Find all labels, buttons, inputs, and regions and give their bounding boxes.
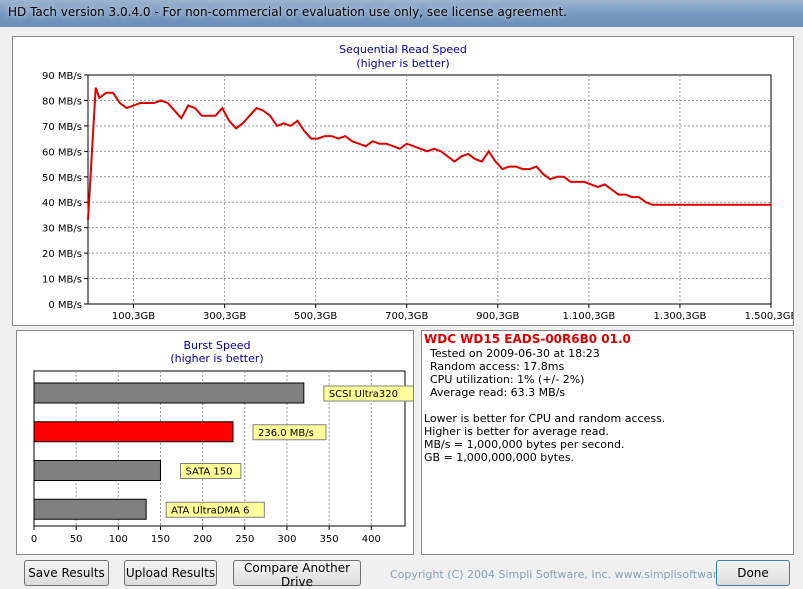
burst-bar-label: 236.0 MB/s — [258, 428, 314, 439]
tested-on: Tested on 2009-06-30 at 18:23 — [430, 347, 600, 360]
drive-info-panel: WDC WD15 EADS-00R6B0 01.0 Tested on 2009… — [421, 330, 794, 555]
sequential-read-panel: Sequential Read Speed (higher is better)… — [12, 36, 794, 326]
burst-bar-label-box — [323, 385, 413, 402]
seq-x-tick-label: 1.300,3GB — [654, 311, 707, 322]
seq-y-tick-label: 40 MB/s — [42, 198, 82, 209]
seq-x-tick-label: 700,3GB — [385, 311, 428, 322]
title-bar[interactable]: HD Tach version 3.0.4.0 - For non-commer… — [0, 0, 803, 27]
seq-y-tick-label: 20 MB/s — [42, 249, 82, 260]
copyright-text: Copyright (C) 2004 Simpli Software, Inc.… — [390, 568, 751, 581]
burst-x-tick-label: 350 — [320, 534, 339, 545]
done-button[interactable]: Done — [716, 560, 790, 586]
drive-name: WDC WD15 EADS-00R6B0 01.0 — [424, 332, 631, 346]
burst-chart-title: Burst Speed — [183, 339, 250, 352]
seq-x-tick-label: 900,3GB — [476, 311, 519, 322]
burst-bar — [33, 382, 305, 404]
seq-x-tick-label: 1.500,3GB — [745, 311, 793, 322]
burst-chart-subtitle: (higher is better) — [170, 352, 263, 365]
burst-bar — [33, 460, 161, 481]
note-lower-better: Lower is better for CPU and random acces… — [424, 412, 666, 425]
burst-x-tick-label: 300 — [277, 534, 296, 545]
seq-x-tick-label: 100,3GB — [112, 311, 155, 322]
seq-y-tick-label: 10 MB/s — [42, 275, 82, 286]
window-title: HD Tach version 3.0.4.0 - For non-commer… — [8, 5, 567, 19]
seq-y-tick-label: 50 MB/s — [42, 173, 82, 184]
burst-x-tick-label: 150 — [151, 534, 170, 545]
cpu-utilization: CPU utilization: 1% (+/- 2%) — [430, 373, 585, 386]
burst-x-tick-label: 250 — [235, 534, 254, 545]
burst-speed-chart: Burst Speed (higher is better) SCSI Ultr… — [31, 339, 413, 545]
burst-x-tick-label: 50 — [70, 534, 83, 545]
burst-x-tick-label: 200 — [193, 534, 212, 545]
seq-y-tick-label: 30 MB/s — [42, 224, 82, 235]
note-mbps-definition: MB/s = 1,000,000 bytes per second. — [424, 438, 625, 451]
burst-bar — [33, 498, 147, 520]
seq-y-tick-label: 70 MB/s — [42, 122, 82, 133]
random-access: Random access: 17.8ms — [430, 360, 565, 373]
upload-results-button[interactable]: Upload Results — [124, 560, 217, 586]
burst-x-tick-label: 100 — [109, 534, 128, 545]
seq-plot-area — [87, 74, 772, 305]
burst-bar-label-box — [252, 424, 327, 441]
seq-y-tick-label: 0 MB/s — [48, 300, 82, 311]
average-read: Average read: 63.3 MB/s — [430, 386, 566, 399]
burst-bar-label: SATA 150 — [185, 467, 232, 478]
burst-bar-label-box — [179, 463, 242, 479]
note-higher-better: Higher is better for average read. — [424, 425, 609, 438]
compare-another-drive-button[interactable]: Compare Another Drive — [233, 560, 361, 589]
seq-x-tick-label: 500,3GB — [294, 311, 337, 322]
burst-bar-label: ATA UltraDMA 6 — [171, 505, 249, 516]
sequential-read-chart: Sequential Read Speed (higher is better)… — [42, 43, 793, 322]
burst-x-tick-label: 400 — [362, 534, 381, 545]
seq-y-tick-label: 60 MB/s — [42, 147, 82, 158]
seq-chart-subtitle: (higher is better) — [356, 57, 449, 70]
seq-x-tick-label: 1.100,3GB — [562, 311, 615, 322]
burst-x-tick-label: 0 — [31, 534, 37, 545]
seq-y-tick-label: 90 MB/s — [42, 71, 82, 82]
burst-bar — [33, 421, 234, 443]
burst-bar-label: SCSI Ultra320 — [329, 389, 398, 400]
burst-bar-label-box — [165, 501, 265, 518]
seq-y-tick-label: 80 MB/s — [42, 96, 82, 107]
save-results-button[interactable]: Save Results — [24, 560, 109, 586]
seq-chart-title: Sequential Read Speed — [339, 43, 467, 56]
burst-speed-panel: Burst Speed (higher is better) SCSI Ultr… — [16, 330, 414, 555]
seq-read-series-line — [87, 87, 771, 221]
note-gb-definition: GB = 1,000,000,000 bytes. — [424, 451, 575, 464]
seq-x-tick-label: 300,3GB — [203, 311, 246, 322]
